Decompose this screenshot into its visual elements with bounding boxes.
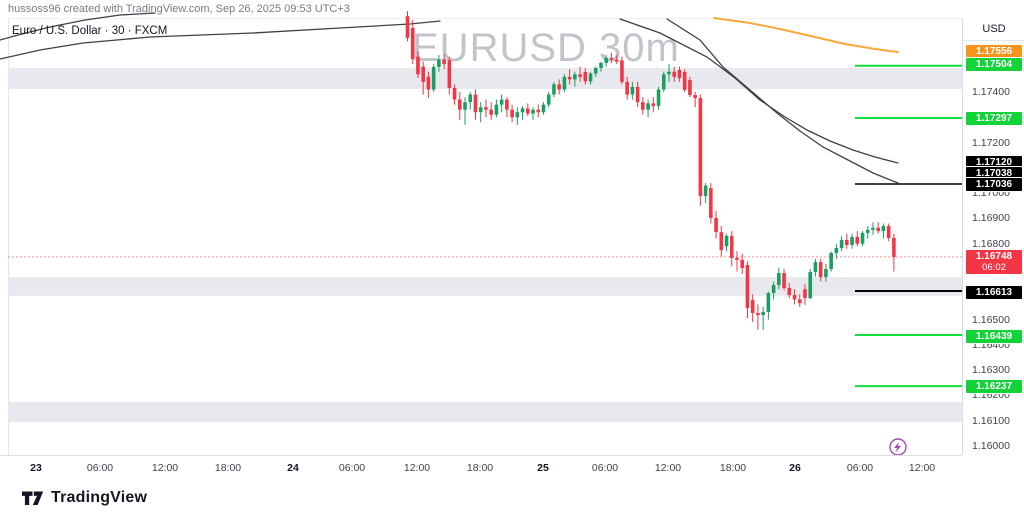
attribution-text: hussoss96 created with TradingView.com, … [8, 3, 350, 15]
symbol-legend[interactable]: Euro / U.S. Dollar · 30 · FXCM [12, 25, 168, 37]
price-level-badge: 1.16237 [965, 378, 1023, 394]
symbol-watermark: EURUSD 30m [412, 26, 680, 70]
price-level-badge: 1.17504 [965, 56, 1023, 72]
tradingview-brand[interactable]: TradingView [22, 489, 147, 507]
time-tick-label: 18:00 [466, 462, 494, 474]
time-tick-label: 12:00 [908, 462, 936, 474]
chart-pane[interactable] [8, 18, 963, 456]
price-axis[interactable]: USD 1.17400 1.17200 1.17000 1.16900 1.16800 1… [962, 18, 1024, 455]
price-level-badge: 1.16439 [965, 328, 1023, 344]
time-tick-label: 06:00 [338, 462, 366, 474]
time-axis[interactable]: 23 06:00 12:00 18:00 24 06:00 12:00 18:00 25 06:0… [0, 455, 962, 482]
price-tick-label: 1.16900 [972, 212, 1010, 225]
countdown-timer: 06:02 [982, 261, 1006, 273]
price-tick-label: 1.16800 [972, 237, 1010, 250]
time-tick-label: 06:00 [86, 462, 114, 474]
time-tick-label: 24 [287, 462, 299, 474]
time-tick-label: 18:00 [214, 462, 242, 474]
tradingview-logo-icon [22, 491, 44, 505]
price-tick-label: 1.16300 [972, 364, 1010, 377]
tradingview-brand-text: TradingView [51, 489, 148, 506]
price-level-badge: 1.17297 [965, 110, 1023, 126]
time-tick-label: 12:00 [151, 462, 179, 474]
price-level-badge: 1.17036 [965, 176, 1023, 192]
price-axis-currency-label: USD [963, 23, 1024, 41]
price-level-badge: 1.16613 [965, 284, 1023, 300]
time-tick-label: 12:00 [654, 462, 682, 474]
time-tick-label: 06:00 [591, 462, 619, 474]
time-tick-label: 06:00 [846, 462, 874, 474]
price-tick-label: 1.16000 [972, 439, 1010, 452]
time-tick-label: 23 [30, 462, 42, 474]
footer-bar: TradingView [0, 481, 1024, 522]
time-tick-label: 12:00 [403, 462, 431, 474]
price-tick-label: 1.17200 [972, 136, 1010, 149]
time-tick-label: 25 [537, 462, 549, 474]
time-tick-label: 18:00 [719, 462, 747, 474]
time-tick-label: 26 [789, 462, 801, 474]
last-price-badge: 1.16748 06:02 [965, 248, 1023, 275]
price-tick-label: 1.16100 [972, 414, 1010, 427]
price-tick-label: 1.17400 [972, 86, 1010, 98]
price-tick-label: 1.16500 [972, 313, 1010, 326]
